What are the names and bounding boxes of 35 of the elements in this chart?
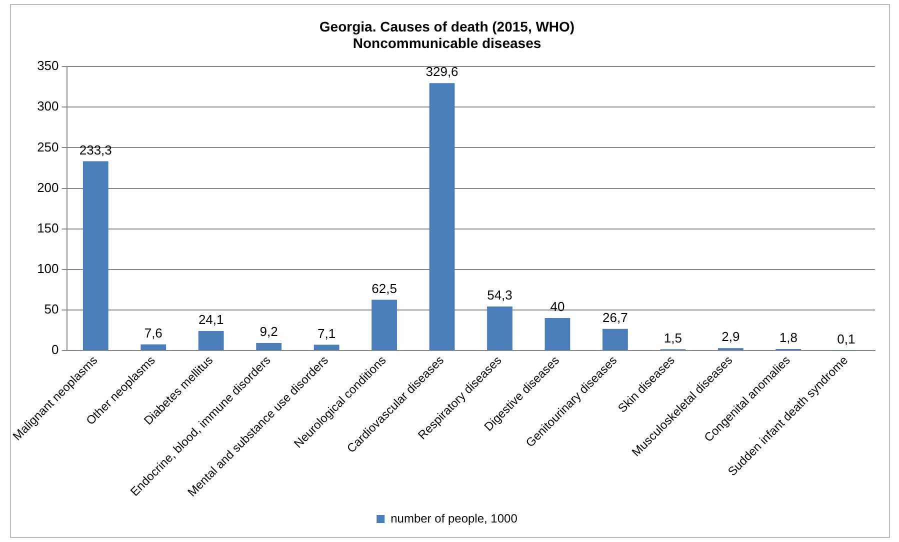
legend-label: number of people, 1000 [390, 511, 518, 526]
y-tick-label: 300 [37, 98, 59, 114]
y-tick-label: 0 [52, 342, 59, 358]
bar [544, 318, 570, 350]
data-label: 54,3 [487, 288, 512, 303]
y-tick-label: 50 [44, 302, 59, 317]
y-tick-label: 150 [37, 220, 59, 236]
data-label: 62,5 [372, 280, 397, 296]
data-label: 329,6 [426, 64, 458, 80]
bar [429, 83, 455, 350]
chart-title: Georgia. Causes of death (2015, WHO) [319, 18, 575, 34]
bar [82, 161, 108, 350]
bar [256, 343, 282, 350]
data-label: 1,8 [779, 330, 798, 346]
y-tick-label: 200 [37, 180, 59, 195]
bar [487, 306, 512, 350]
y-tick-label: 100 [37, 260, 59, 276]
data-label: 2,9 [722, 329, 740, 344]
data-label: 7,1 [318, 326, 336, 341]
data-label: 40 [550, 299, 565, 314]
data-label: 24,1 [198, 312, 224, 328]
bar [314, 344, 340, 350]
data-label: 0,1 [837, 332, 856, 346]
data-label: 233,3 [79, 142, 112, 158]
bar [602, 328, 628, 350]
data-label: 1,5 [664, 330, 682, 346]
bar [140, 344, 166, 350]
y-tick-label: 250 [37, 139, 59, 154]
bar [372, 300, 397, 350]
data-label: 26,7 [602, 310, 628, 325]
data-label: 9,2 [260, 324, 278, 340]
chart-subtitle: Noncommunicable diseases [352, 35, 542, 52]
data-label: 7,6 [144, 325, 162, 340]
bar [198, 330, 224, 350]
y-tick-label: 350 [37, 58, 59, 74]
